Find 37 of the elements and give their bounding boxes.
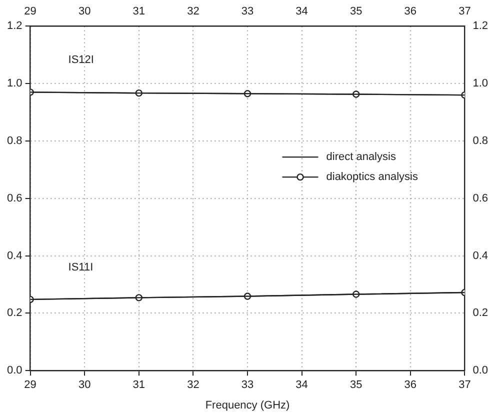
x-tick-label: 30 (78, 6, 91, 18)
y-tick-label: 1.2 (6, 20, 22, 32)
y2-tick-label: 0.4 (472, 250, 488, 262)
x2-tick-label: 34 (296, 379, 308, 392)
legend-label: direct analysis (326, 151, 396, 164)
x2-tick-label: 31 (132, 379, 146, 392)
y2-tick-label: 1.0 (472, 78, 488, 90)
y-tick-label: 0.8 (6, 135, 22, 148)
x2-tick-label: 33 (241, 379, 254, 392)
y-tick-label: 1.0 (6, 78, 22, 90)
x2-tick-label: 29 (24, 379, 36, 392)
x-tick-label: 33 (241, 6, 254, 18)
x2-tick-label: 30 (78, 379, 91, 392)
x-tick-label: 36 (404, 6, 417, 18)
y-tick-label: 0.6 (6, 192, 22, 204)
x-tick-label: 32 (187, 6, 200, 18)
y-tick-label: 0.2 (6, 307, 22, 320)
x-tick-label: 34 (296, 6, 308, 18)
y2-tick-label: 1.2 (472, 20, 488, 32)
x-tick-label: 37 (458, 6, 471, 18)
annotation: IS11I (68, 261, 94, 274)
x2-tick-label: 32 (187, 379, 200, 392)
y2-tick-label: 0.8 (472, 135, 488, 148)
y2-tick-label: 0.2 (472, 307, 488, 320)
x-axis-title: Frequency (GHz) (205, 399, 290, 412)
x-tick-label: 35 (350, 6, 362, 18)
x2-tick-label: 37 (458, 379, 471, 392)
legend-label: diakoptics analysis (326, 171, 418, 184)
y2-tick-label: 0.0 (472, 364, 488, 377)
y-tick-label: 0.0 (6, 364, 22, 377)
x-tick-label: 29 (24, 6, 36, 18)
y-tick-label: 0.4 (6, 250, 22, 262)
y2-tick-label: 0.6 (472, 192, 488, 204)
x-tick-label: 31 (132, 6, 146, 18)
x2-tick-label: 36 (404, 379, 417, 392)
annotation: IS12I (68, 54, 94, 66)
x2-tick-label: 35 (350, 379, 362, 392)
